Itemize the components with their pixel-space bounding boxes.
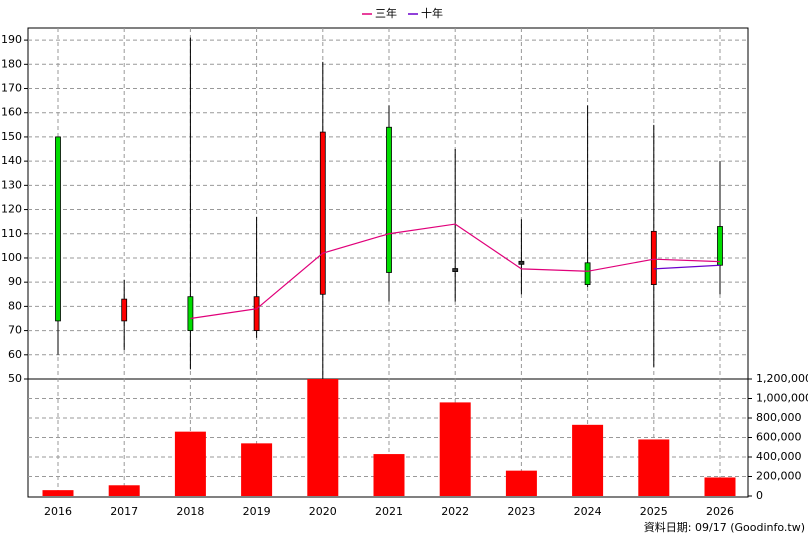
y-tick-label: 140: [1, 154, 22, 167]
volume-bar: [241, 443, 273, 496]
candle-body: [518, 260, 525, 265]
y-tick-label: 100: [1, 251, 22, 264]
x-tick-label: 2025: [640, 505, 668, 518]
x-tick-label: 2026: [706, 505, 734, 518]
y-tick-label: 60: [8, 348, 22, 361]
y-tick-label: 70: [8, 324, 22, 337]
line-series: [653, 264, 721, 270]
line-series: [190, 223, 721, 320]
candle-body: [717, 226, 723, 266]
y-tick-label: 190: [1, 33, 22, 46]
y2-tick-label: 600,000: [756, 431, 802, 444]
candle-body: [650, 230, 657, 285]
y-tick-label: 180: [1, 57, 22, 70]
y-tick-label: 150: [1, 130, 22, 143]
volume-bar: [505, 470, 537, 496]
x-tick-label: 2024: [574, 505, 602, 518]
candle-body: [187, 296, 194, 331]
x-tick-label: 2022: [441, 505, 469, 518]
x-tick-label: 2016: [44, 505, 72, 518]
y-tick-label: 130: [1, 178, 22, 191]
legend-label: 三年: [375, 6, 397, 20]
y2-tick-label: 1,200,000: [756, 372, 808, 385]
x-tick-label: 2018: [176, 505, 204, 518]
y2-tick-label: 200,000: [756, 470, 802, 483]
x-tick-label: 2017: [110, 505, 138, 518]
y-tick-label: 90: [8, 275, 22, 288]
volume-bar: [373, 454, 405, 496]
volume-bar: [439, 402, 471, 496]
x-tick-label: 2023: [507, 505, 535, 518]
candle-body: [319, 131, 326, 295]
y-tick-label: 160: [1, 106, 22, 119]
volume-bar: [174, 431, 206, 496]
x-tick-label: 2021: [375, 505, 403, 518]
y-tick-label: 80: [8, 299, 22, 312]
y2-tick-label: 800,000: [756, 411, 802, 424]
y2-tick-label: 400,000: [756, 450, 802, 463]
volume-bar: [572, 424, 604, 496]
y2-tick-label: 0: [756, 489, 763, 502]
candle-body: [55, 136, 61, 322]
volume-bar: [704, 477, 736, 496]
candle-body: [253, 296, 260, 331]
volume-bar: [42, 490, 74, 496]
volume-bar: [307, 379, 339, 496]
candle-body: [386, 126, 392, 273]
y-tick-label: 50: [8, 372, 22, 385]
footer: 資料日期: 09/17 (Goodinfo.tw): [644, 520, 805, 534]
legend-label: 十年: [421, 6, 443, 20]
y2-tick-label: 1,000,000: [756, 392, 808, 405]
candle-body: [452, 268, 459, 272]
candle-body: [121, 298, 128, 322]
candle-body: [584, 262, 591, 285]
y-tick-label: 120: [1, 203, 22, 216]
x-tick-label: 2020: [309, 505, 337, 518]
volume-bar: [108, 485, 140, 496]
volume-bar: [638, 439, 670, 496]
y-tick-label: 170: [1, 82, 22, 95]
plot-frame: [27, 27, 749, 498]
y-tick-label: 110: [1, 227, 22, 240]
x-tick-label: 2019: [243, 505, 271, 518]
